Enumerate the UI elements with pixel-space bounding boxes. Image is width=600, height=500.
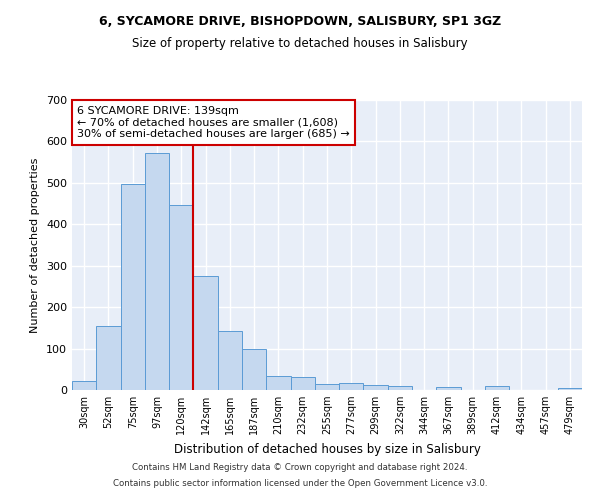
Bar bbox=[436, 387, 461, 390]
Text: 6 SYCAMORE DRIVE: 139sqm
← 70% of detached houses are smaller (1,608)
30% of sem: 6 SYCAMORE DRIVE: 139sqm ← 70% of detach… bbox=[77, 106, 350, 139]
Bar bbox=[96, 326, 121, 390]
Bar bbox=[121, 184, 145, 390]
Bar bbox=[193, 276, 218, 390]
Bar bbox=[364, 385, 388, 390]
Bar bbox=[169, 205, 193, 390]
Bar bbox=[266, 376, 290, 390]
Bar bbox=[558, 388, 582, 390]
X-axis label: Distribution of detached houses by size in Salisbury: Distribution of detached houses by size … bbox=[173, 442, 481, 456]
Bar bbox=[145, 152, 169, 390]
Bar bbox=[315, 384, 339, 390]
Bar bbox=[72, 381, 96, 390]
Bar bbox=[339, 383, 364, 390]
Y-axis label: Number of detached properties: Number of detached properties bbox=[31, 158, 40, 332]
Bar bbox=[388, 386, 412, 390]
Text: 6, SYCAMORE DRIVE, BISHOPDOWN, SALISBURY, SP1 3GZ: 6, SYCAMORE DRIVE, BISHOPDOWN, SALISBURY… bbox=[99, 15, 501, 28]
Bar bbox=[290, 376, 315, 390]
Text: Contains public sector information licensed under the Open Government Licence v3: Contains public sector information licen… bbox=[113, 478, 487, 488]
Bar bbox=[485, 386, 509, 390]
Text: Size of property relative to detached houses in Salisbury: Size of property relative to detached ho… bbox=[132, 38, 468, 51]
Bar bbox=[242, 349, 266, 390]
Text: Contains HM Land Registry data © Crown copyright and database right 2024.: Contains HM Land Registry data © Crown c… bbox=[132, 464, 468, 472]
Bar bbox=[218, 331, 242, 390]
